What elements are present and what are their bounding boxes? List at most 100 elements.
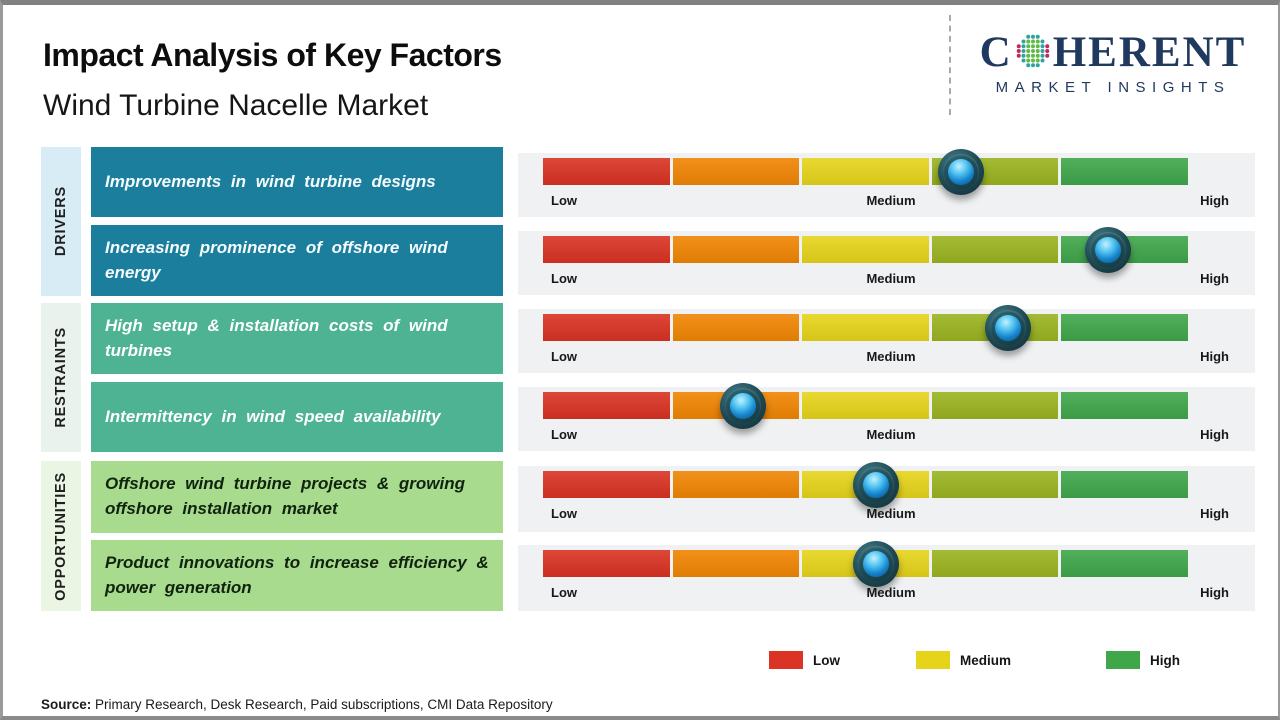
- scale-labels: Low Medium High: [518, 349, 1255, 367]
- factor-text: High setup & installation costs of wind …: [105, 315, 448, 360]
- impact-marker-icon: [937, 148, 984, 195]
- factor-box: High setup & installation costs of wind …: [91, 303, 503, 374]
- factor-box: Product innovations to increase efficien…: [91, 540, 503, 611]
- bar-segment-low: [543, 471, 670, 498]
- impact-scale-bar: [543, 382, 1188, 429]
- page-subtitle: Wind Turbine Nacelle Market: [43, 89, 429, 122]
- brand-tagline: MARKET INSIGHTS: [995, 79, 1231, 96]
- factor-box: Offshore wind turbine projects & growing…: [91, 461, 503, 533]
- impact-scale-bar: [543, 226, 1188, 273]
- factor-text: Intermittency in wind speed availability: [105, 406, 441, 426]
- bar-segment-low: [543, 392, 670, 419]
- impact-scale-panel: Low Medium High: [518, 148, 1255, 217]
- scale-label-medium: Medium: [866, 506, 916, 521]
- impact-scale-bar: [543, 461, 1188, 508]
- bar-segment-low: [543, 314, 670, 341]
- page-title: Impact Analysis of Key Factors: [43, 37, 502, 73]
- impact-scale-panel: Low Medium High: [518, 304, 1255, 373]
- logo-letter-c: C: [979, 29, 1013, 76]
- bar-segment-low-mid: [672, 158, 800, 185]
- impact-marker-icon: [1085, 226, 1132, 273]
- bar-segment-high: [1061, 314, 1188, 341]
- scale-label-high: High: [1200, 349, 1229, 364]
- scale-label-high: High: [1200, 585, 1229, 600]
- bar-segment-mid-high: [931, 392, 1059, 419]
- legend-label-low: Low: [813, 652, 840, 668]
- factor-text: Product innovations to increase efficien…: [105, 552, 489, 597]
- impact-marker-icon: [852, 461, 899, 508]
- legend-swatch-low: [769, 651, 803, 669]
- bar-segment-low-mid: [672, 550, 800, 577]
- impact-scale-panel: Low Medium High: [518, 226, 1255, 295]
- legend-swatch-medium: [916, 651, 950, 669]
- bar-segment-low-mid: [672, 471, 800, 498]
- source-note: Source: Primary Research, Desk Research,…: [41, 697, 553, 712]
- impact-marker-icon: [852, 540, 899, 587]
- bar-segment-low: [543, 158, 670, 185]
- bar-segment-mid-high: [931, 471, 1059, 498]
- bar-segment-low-mid: [672, 236, 800, 263]
- bar-segment-medium: [802, 158, 929, 185]
- brand-wordmark: C: [961, 31, 1265, 74]
- scale-label-medium: Medium: [866, 427, 916, 442]
- factor-box: Increasing prominence of offshore wind e…: [91, 225, 503, 296]
- impact-scale-panel: Low Medium High: [518, 461, 1255, 532]
- impact-scale-bar: [543, 540, 1188, 587]
- category-label-text: DRIVERS: [53, 186, 69, 257]
- bar-segment-low-mid: [672, 314, 800, 341]
- impact-scale-panel: Low Medium High: [518, 540, 1255, 611]
- scale-labels: Low Medium High: [518, 193, 1255, 211]
- scale-label-medium: Medium: [866, 271, 916, 286]
- scale-label-low: Low: [551, 349, 577, 364]
- scale-label-high: High: [1200, 271, 1229, 286]
- bar-segment-high: [1061, 550, 1188, 577]
- legend-label-high: High: [1150, 652, 1180, 668]
- scale-label-low: Low: [551, 585, 577, 600]
- factor-box: Intermittency in wind speed availability: [91, 382, 503, 452]
- factor-text: Offshore wind turbine projects & growing…: [105, 474, 465, 518]
- scale-label-high: High: [1200, 506, 1229, 521]
- bar-segment-medium: [802, 314, 929, 341]
- impact-marker-icon: [719, 382, 766, 429]
- scale-label-medium: Medium: [866, 349, 916, 364]
- legend-label-medium: Medium: [960, 652, 1012, 668]
- bar-segment-mid-high: [931, 550, 1059, 577]
- legend-swatch-high: [1106, 651, 1140, 669]
- bar-segment-high: [1061, 392, 1188, 419]
- category-label-text: RESTRAINTS: [53, 327, 69, 428]
- factor-text: Increasing prominence of offshore wind e…: [105, 237, 448, 282]
- scale-labels: Low Medium High: [518, 585, 1255, 603]
- scale-label-low: Low: [551, 271, 577, 286]
- scale-label-low: Low: [551, 427, 577, 442]
- brand-logo: C: [961, 31, 1265, 96]
- impact-scale-bar: [543, 148, 1188, 195]
- scale-label-high: High: [1200, 193, 1229, 208]
- legend-item-medium: Medium: [916, 651, 1011, 669]
- scale-label-high: High: [1200, 427, 1229, 442]
- category-label-text: OPPORTUNITIES: [53, 471, 69, 601]
- bar-segment-high: [1061, 158, 1188, 185]
- impact-marker-icon: [985, 304, 1032, 351]
- category-label-opportunities: OPPORTUNITIES: [41, 461, 81, 611]
- scale-labels: Low Medium High: [518, 271, 1255, 289]
- logo-divider: [949, 15, 951, 115]
- logo-letters-rest: HERENT: [1052, 29, 1247, 76]
- bar-segment-mid-high: [931, 236, 1059, 263]
- scale-label-low: Low: [551, 193, 577, 208]
- legend-item-high: High: [1106, 651, 1180, 669]
- bar-segment-high: [1061, 471, 1188, 498]
- bar-segment-low: [543, 550, 670, 577]
- logo-globe-icon: [1016, 34, 1049, 67]
- bar-segment-low: [543, 236, 670, 263]
- category-label-drivers: DRIVERS: [41, 147, 81, 296]
- scale-label-low: Low: [551, 506, 577, 521]
- scale-labels: Low Medium High: [518, 427, 1255, 445]
- scale-labels: Low Medium High: [518, 506, 1255, 524]
- bar-segment-medium: [802, 392, 929, 419]
- impact-scale-panel: Low Medium High: [518, 382, 1255, 451]
- impact-scale-bar: [543, 304, 1188, 351]
- source-text: Primary Research, Desk Research, Paid su…: [91, 697, 553, 712]
- scale-label-medium: Medium: [866, 193, 916, 208]
- factor-text: Improvements in wind turbine designs: [105, 171, 436, 191]
